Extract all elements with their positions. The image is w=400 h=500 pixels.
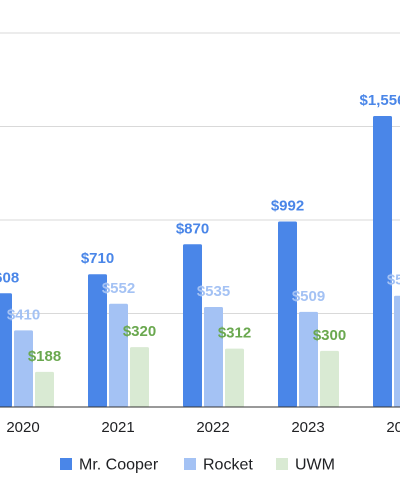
data-label: $595 bbox=[387, 272, 400, 289]
bar bbox=[183, 244, 202, 407]
data-label: $552 bbox=[102, 280, 135, 297]
bar bbox=[130, 347, 149, 407]
legend: Mr. Cooper Rocket UWM bbox=[60, 457, 335, 474]
x-tick-label: 2020 bbox=[6, 419, 39, 436]
bar bbox=[278, 221, 297, 407]
data-label: $535 bbox=[197, 283, 230, 300]
bar bbox=[14, 330, 33, 407]
bars bbox=[0, 116, 400, 407]
bar bbox=[35, 371, 54, 407]
data-label: $410 bbox=[7, 306, 40, 323]
bar bbox=[394, 295, 400, 407]
bar bbox=[109, 303, 128, 407]
bar bbox=[204, 306, 223, 407]
bar bbox=[373, 116, 392, 407]
legend-label: Mr. Cooper bbox=[79, 457, 159, 474]
legend-swatch bbox=[276, 458, 288, 470]
bar bbox=[225, 348, 244, 407]
data-label: $1,556 bbox=[360, 92, 400, 109]
data-label: $992 bbox=[271, 197, 304, 214]
x-tick-labels: 2020 2021 2022 2023 2024 bbox=[6, 419, 400, 436]
legend-swatch bbox=[60, 458, 72, 470]
data-label: $509 bbox=[292, 288, 325, 305]
data-label: $188 bbox=[28, 348, 61, 365]
data-label: $300 bbox=[313, 327, 346, 344]
data-labels: $608 $410 $188 $710 $552 $320 $870 $535 $312 $992… bbox=[0, 92, 400, 365]
x-tick-label: 2024 bbox=[386, 419, 400, 436]
legend-label: UWM bbox=[295, 457, 335, 474]
data-label: $312 bbox=[218, 325, 251, 342]
x-tick-label: 2022 bbox=[196, 419, 229, 436]
bar bbox=[299, 311, 318, 407]
data-label: $608 bbox=[0, 269, 19, 286]
x-tick-label: 2021 bbox=[101, 419, 134, 436]
data-label: $710 bbox=[81, 250, 114, 267]
bar bbox=[0, 293, 12, 407]
data-label: $320 bbox=[123, 323, 156, 340]
data-label: $870 bbox=[176, 220, 209, 237]
bar bbox=[88, 274, 107, 407]
legend-swatch bbox=[184, 458, 196, 470]
x-tick-label: 2023 bbox=[291, 419, 324, 436]
bar bbox=[320, 350, 339, 407]
legend-label: Rocket bbox=[203, 457, 253, 474]
